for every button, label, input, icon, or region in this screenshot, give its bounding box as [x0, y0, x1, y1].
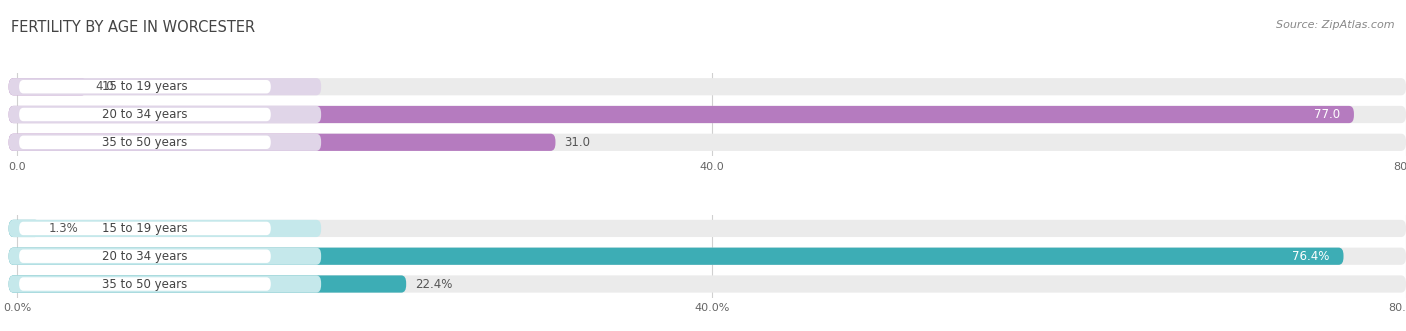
- Text: 4.0: 4.0: [96, 80, 114, 93]
- FancyBboxPatch shape: [8, 106, 321, 123]
- FancyBboxPatch shape: [8, 78, 1406, 95]
- FancyBboxPatch shape: [8, 134, 1406, 151]
- FancyBboxPatch shape: [8, 275, 1406, 293]
- Text: 15 to 19 years: 15 to 19 years: [103, 80, 188, 93]
- FancyBboxPatch shape: [8, 248, 1344, 265]
- FancyBboxPatch shape: [20, 222, 271, 235]
- FancyBboxPatch shape: [8, 248, 321, 265]
- FancyBboxPatch shape: [8, 248, 1406, 265]
- Text: 1.3%: 1.3%: [49, 222, 79, 235]
- FancyBboxPatch shape: [20, 80, 271, 93]
- FancyBboxPatch shape: [20, 136, 271, 149]
- Text: 35 to 50 years: 35 to 50 years: [103, 136, 187, 149]
- Text: 35 to 50 years: 35 to 50 years: [103, 277, 187, 291]
- FancyBboxPatch shape: [8, 134, 555, 151]
- FancyBboxPatch shape: [8, 220, 1406, 237]
- FancyBboxPatch shape: [20, 108, 271, 121]
- FancyBboxPatch shape: [8, 106, 1406, 123]
- FancyBboxPatch shape: [8, 78, 87, 95]
- FancyBboxPatch shape: [8, 134, 321, 151]
- FancyBboxPatch shape: [8, 220, 321, 237]
- Text: 77.0: 77.0: [1315, 108, 1340, 121]
- Text: Source: ZipAtlas.com: Source: ZipAtlas.com: [1277, 20, 1395, 30]
- FancyBboxPatch shape: [8, 78, 321, 95]
- Text: 20 to 34 years: 20 to 34 years: [103, 108, 187, 121]
- Text: 20 to 34 years: 20 to 34 years: [103, 250, 187, 263]
- FancyBboxPatch shape: [8, 106, 1354, 123]
- Text: FERTILITY BY AGE IN WORCESTER: FERTILITY BY AGE IN WORCESTER: [11, 20, 256, 35]
- FancyBboxPatch shape: [8, 220, 39, 237]
- Text: 76.4%: 76.4%: [1292, 250, 1330, 263]
- FancyBboxPatch shape: [20, 250, 271, 263]
- Text: 31.0: 31.0: [564, 136, 591, 149]
- FancyBboxPatch shape: [20, 277, 271, 291]
- Text: 15 to 19 years: 15 to 19 years: [103, 222, 188, 235]
- Text: 22.4%: 22.4%: [415, 277, 453, 291]
- FancyBboxPatch shape: [8, 275, 321, 293]
- FancyBboxPatch shape: [8, 275, 406, 293]
